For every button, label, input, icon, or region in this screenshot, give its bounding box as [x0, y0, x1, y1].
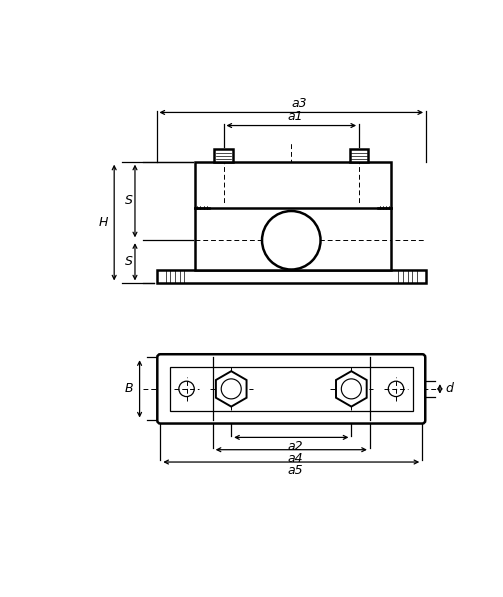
- Circle shape: [179, 381, 194, 396]
- Bar: [214, 149, 233, 162]
- Polygon shape: [216, 371, 246, 407]
- Text: S: S: [125, 256, 133, 268]
- Text: H: H: [99, 216, 108, 229]
- Circle shape: [388, 381, 404, 396]
- Text: a2: a2: [287, 440, 303, 453]
- Text: a5: a5: [287, 464, 303, 478]
- Text: d: d: [445, 383, 453, 395]
- Bar: [350, 149, 368, 162]
- Bar: [195, 162, 391, 269]
- Text: S: S: [125, 195, 133, 208]
- Text: a3: a3: [291, 97, 307, 110]
- Circle shape: [262, 211, 320, 269]
- Circle shape: [221, 379, 241, 399]
- Bar: [156, 269, 426, 284]
- Bar: [170, 367, 413, 411]
- Text: a1: a1: [287, 110, 303, 123]
- Polygon shape: [336, 371, 367, 407]
- FancyBboxPatch shape: [157, 354, 425, 423]
- Circle shape: [342, 379, 361, 399]
- Text: a4: a4: [287, 452, 303, 465]
- Text: B: B: [125, 383, 133, 395]
